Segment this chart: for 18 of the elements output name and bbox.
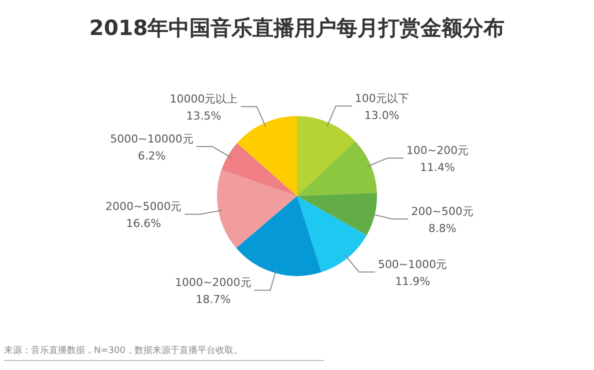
slice-label: 500~1000元 xyxy=(378,258,448,271)
data-label: 11.9% xyxy=(395,274,430,288)
slice-label: 1000~2000元 xyxy=(175,276,252,290)
data-label: 11.4% xyxy=(420,160,455,174)
data-label: 8.8% xyxy=(428,222,456,235)
slice-label: 5000~10000元 xyxy=(110,132,194,146)
data-label: 16.6% xyxy=(126,217,162,230)
source-note: 来源：音乐直播数据，N=300，数据来源于直播平台收取。 xyxy=(4,344,324,361)
data-label: 6.2% xyxy=(138,149,166,162)
data-label: 13.0% xyxy=(364,108,400,122)
slice-label: 100元以下 xyxy=(354,92,409,105)
slice-label: 100~200元 xyxy=(406,144,469,157)
data-label: 18.7% xyxy=(196,293,231,306)
slice-label: 2000~5000元 xyxy=(105,200,182,214)
slice-label: 200~500元 xyxy=(411,204,474,218)
chart-title: 2018年中国音乐直播用户每月打赏金额分布 xyxy=(88,15,506,42)
data-label: 13.5% xyxy=(186,110,222,123)
slice-label: 10000元以上 xyxy=(170,92,238,106)
